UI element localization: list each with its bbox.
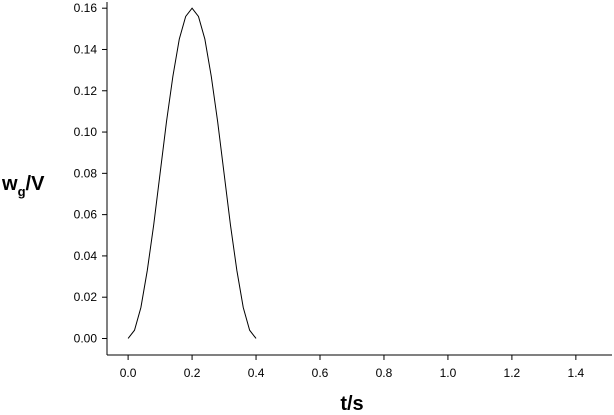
y-label-main: w	[1, 173, 18, 195]
x-tick-label: 1.2	[504, 366, 521, 380]
y-tick-label: 0.12	[74, 84, 98, 98]
x-tick-label: 0.6	[312, 366, 329, 380]
y-label-rest: /V	[26, 173, 46, 195]
x-tick-label: 0.4	[248, 366, 265, 380]
line-series	[127, 7, 257, 339]
y-tick-label: 0.06	[74, 208, 98, 222]
x-tick-label: 0.8	[376, 366, 393, 380]
y-label-sub: g	[18, 184, 26, 199]
x-tick-label: 0.2	[184, 366, 201, 380]
y-tick-label: 0.02	[74, 290, 98, 304]
y-tick-label: 0.08	[74, 166, 98, 180]
y-tick-label: 0.10	[74, 125, 98, 139]
y-tick-label: 0.04	[74, 249, 98, 263]
x-tick-label: 0.0	[120, 366, 137, 380]
y-axis-label: wg/V	[1, 173, 45, 199]
x-tick-label: 1.0	[440, 366, 457, 380]
x-tick-label: 1.4	[568, 366, 585, 380]
y-tick-label: 0.00	[74, 331, 98, 345]
y-tick-label: 0.14	[74, 42, 98, 56]
x-axis-label: t/s	[340, 393, 363, 410]
y-tick-label: 0.16	[74, 1, 98, 15]
